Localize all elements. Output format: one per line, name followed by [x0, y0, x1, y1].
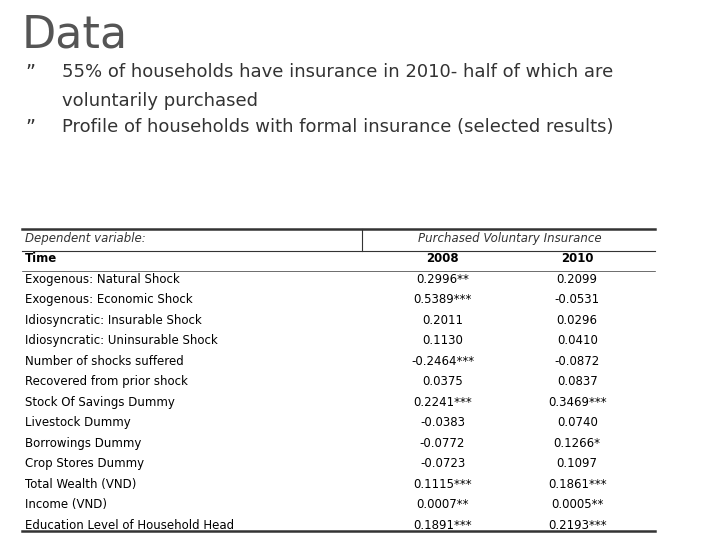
Text: 0.0410: 0.0410: [557, 334, 598, 347]
Text: -0.2464***: -0.2464***: [411, 355, 474, 368]
Text: Profile of households with formal insurance (selected results): Profile of households with formal insura…: [62, 118, 613, 136]
Text: Idiosyncratic: Uninsurable Shock: Idiosyncratic: Uninsurable Shock: [25, 334, 217, 347]
Text: 0.0375: 0.0375: [422, 375, 463, 388]
Text: 0.0837: 0.0837: [557, 375, 598, 388]
Text: Data: Data: [22, 13, 127, 56]
Text: 0.1861***: 0.1861***: [548, 478, 606, 491]
Text: 0.5389***: 0.5389***: [413, 293, 472, 306]
Text: Dependent variable:: Dependent variable:: [25, 232, 145, 245]
Text: -0.0531: -0.0531: [554, 293, 600, 306]
Text: ”: ”: [25, 118, 35, 137]
Text: 0.1115***: 0.1115***: [413, 478, 472, 491]
Text: 0.2011: 0.2011: [422, 314, 463, 327]
Text: 0.0740: 0.0740: [557, 416, 598, 429]
Text: Education Level of Household Head: Education Level of Household Head: [25, 519, 234, 532]
Text: Crop Stores Dummy: Crop Stores Dummy: [25, 457, 144, 470]
Text: 0.2241***: 0.2241***: [413, 396, 472, 409]
Text: 0.0005**: 0.0005**: [551, 498, 603, 511]
Text: 0.1130: 0.1130: [422, 334, 463, 347]
Text: Exogenous: Natural Shock: Exogenous: Natural Shock: [25, 273, 180, 286]
Text: 0.1266*: 0.1266*: [554, 437, 600, 450]
Text: Livestock Dummy: Livestock Dummy: [25, 416, 131, 429]
Text: Total Wealth (VND): Total Wealth (VND): [25, 478, 136, 491]
Text: 2010: 2010: [561, 252, 593, 265]
Text: 0.2193***: 0.2193***: [548, 519, 606, 532]
Text: Number of shocks suffered: Number of shocks suffered: [25, 355, 184, 368]
Text: -0.0383: -0.0383: [420, 416, 465, 429]
Text: Idiosyncratic: Insurable Shock: Idiosyncratic: Insurable Shock: [25, 314, 202, 327]
Text: Purchased Voluntary Insurance: Purchased Voluntary Insurance: [418, 232, 602, 245]
Text: 0.2996**: 0.2996**: [416, 273, 469, 286]
Text: 0.1891***: 0.1891***: [413, 519, 472, 532]
Text: Stock Of Savings Dummy: Stock Of Savings Dummy: [25, 396, 175, 409]
Text: 0.0296: 0.0296: [557, 314, 598, 327]
Text: 0.2099: 0.2099: [557, 273, 598, 286]
Text: 0.0007**: 0.0007**: [416, 498, 469, 511]
Text: -0.0723: -0.0723: [420, 457, 465, 470]
Text: 2008: 2008: [426, 252, 459, 265]
Text: Borrowings Dummy: Borrowings Dummy: [25, 437, 141, 450]
Text: voluntarily purchased: voluntarily purchased: [62, 92, 258, 110]
Text: Income (VND): Income (VND): [25, 498, 107, 511]
Text: 0.3469***: 0.3469***: [548, 396, 606, 409]
Text: Exogenous: Economic Shock: Exogenous: Economic Shock: [25, 293, 192, 306]
Text: 0.1097: 0.1097: [557, 457, 598, 470]
Text: -0.0872: -0.0872: [554, 355, 600, 368]
Text: Recovered from prior shock: Recovered from prior shock: [25, 375, 188, 388]
Text: Time: Time: [25, 252, 57, 265]
Text: 55% of households have insurance in 2010- half of which are: 55% of households have insurance in 2010…: [62, 63, 613, 80]
Text: ”: ”: [25, 63, 35, 82]
Text: -0.0772: -0.0772: [420, 437, 465, 450]
